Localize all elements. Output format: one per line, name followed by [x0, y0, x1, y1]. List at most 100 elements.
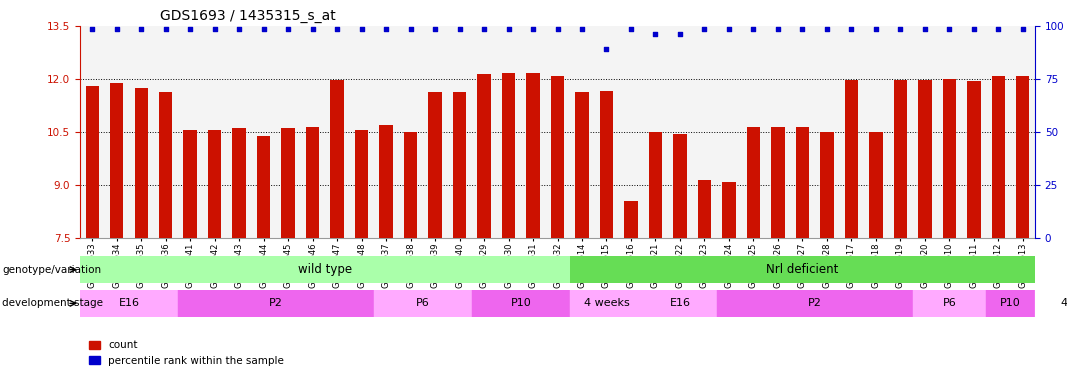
Text: E16: E16 — [669, 298, 690, 308]
Point — [966, 26, 983, 32]
Point — [500, 26, 517, 32]
Bar — [257, 136, 270, 238]
Point — [378, 26, 395, 32]
Bar — [80, 256, 570, 283]
Bar — [80, 290, 178, 317]
Bar — [624, 201, 638, 238]
Point — [990, 26, 1007, 32]
Bar — [477, 74, 491, 238]
Point — [255, 26, 272, 32]
Bar — [208, 130, 222, 238]
Bar — [178, 290, 373, 317]
Bar — [821, 132, 833, 238]
Bar — [918, 80, 931, 238]
Point — [745, 26, 762, 32]
Point — [525, 26, 542, 32]
Bar — [85, 86, 99, 238]
Bar — [110, 83, 124, 238]
Bar — [870, 132, 882, 238]
Point — [917, 26, 934, 32]
Bar — [501, 73, 515, 238]
Bar — [722, 182, 735, 238]
Bar — [184, 130, 197, 238]
Text: development stage: development stage — [2, 298, 103, 308]
Bar — [771, 127, 784, 238]
Point — [892, 26, 909, 32]
Point — [83, 26, 100, 32]
Bar — [986, 290, 1035, 317]
Bar — [1035, 290, 1067, 317]
Bar — [373, 290, 472, 317]
Text: P10: P10 — [510, 298, 531, 308]
Point — [329, 26, 346, 32]
Bar — [355, 130, 368, 238]
Bar — [796, 127, 809, 238]
Point — [720, 26, 737, 32]
Bar — [942, 79, 956, 238]
Point — [181, 26, 198, 32]
Point — [696, 26, 713, 32]
Bar — [570, 256, 1035, 283]
Bar — [845, 80, 858, 238]
Text: P6: P6 — [942, 298, 956, 308]
Bar — [747, 127, 760, 238]
Point — [818, 26, 835, 32]
Bar — [1016, 76, 1030, 238]
Text: GDS1693 / 1435315_s_at: GDS1693 / 1435315_s_at — [160, 9, 336, 23]
Point — [304, 26, 321, 32]
Bar — [428, 92, 442, 238]
Bar — [403, 132, 417, 238]
Point — [353, 26, 370, 32]
Bar — [643, 290, 717, 317]
Text: Nrl deficient: Nrl deficient — [766, 263, 839, 276]
Bar — [233, 128, 245, 238]
Point — [206, 26, 223, 32]
Point — [451, 26, 468, 32]
Point — [157, 26, 174, 32]
Text: E16: E16 — [118, 298, 140, 308]
Bar — [551, 76, 564, 238]
Bar — [717, 290, 912, 317]
Bar — [673, 134, 687, 238]
Text: P10: P10 — [1000, 298, 1021, 308]
Text: wild type: wild type — [298, 263, 352, 276]
Point — [230, 26, 248, 32]
Point — [843, 26, 860, 32]
Point — [671, 31, 688, 37]
Point — [598, 46, 615, 52]
Point — [941, 26, 958, 32]
Point — [476, 26, 493, 32]
Bar — [159, 92, 173, 238]
Point — [794, 26, 811, 32]
Point — [1015, 26, 1032, 32]
Point — [132, 26, 149, 32]
Bar — [570, 290, 643, 317]
Text: 4 weeks: 4 weeks — [584, 298, 630, 308]
Text: 4 weeks: 4 weeks — [1061, 298, 1067, 308]
Point — [769, 26, 786, 32]
Bar — [380, 125, 393, 238]
Legend: count, percentile rank within the sample: count, percentile rank within the sample — [85, 336, 288, 370]
Bar — [600, 90, 614, 238]
Bar — [698, 180, 712, 238]
Bar — [452, 92, 466, 238]
Point — [280, 26, 297, 32]
Bar — [649, 132, 663, 238]
Bar — [893, 80, 907, 238]
Point — [647, 31, 664, 37]
Point — [402, 26, 419, 32]
Point — [867, 26, 885, 32]
Bar — [306, 127, 319, 238]
Bar — [991, 76, 1005, 238]
Bar — [282, 128, 294, 238]
Bar — [575, 92, 589, 238]
Point — [427, 26, 444, 32]
Point — [622, 26, 639, 32]
Point — [548, 26, 566, 32]
Text: P2: P2 — [269, 298, 283, 308]
Bar — [912, 290, 986, 317]
Bar — [526, 73, 540, 238]
Bar — [472, 290, 570, 317]
Point — [108, 26, 125, 32]
Point — [573, 26, 590, 32]
